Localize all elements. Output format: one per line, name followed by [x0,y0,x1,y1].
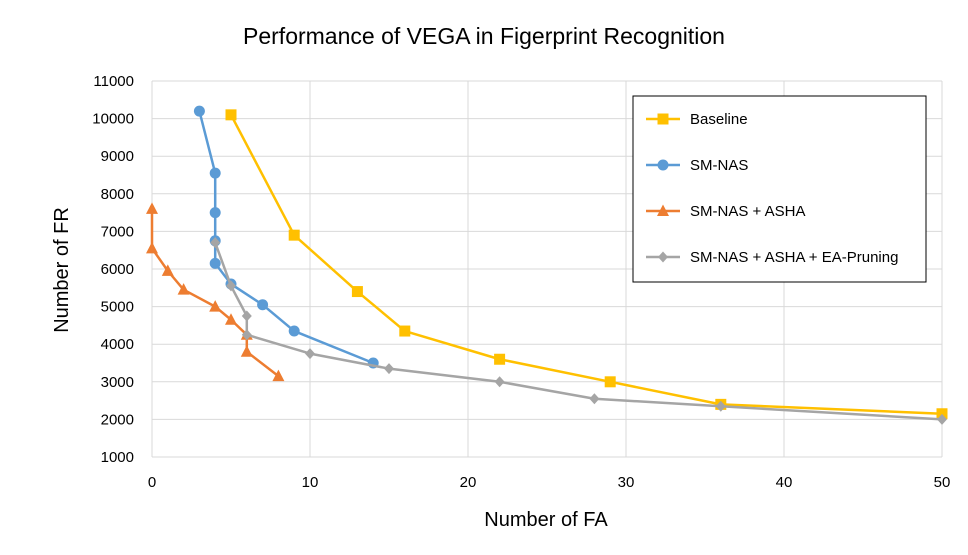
y-tick-label: 7000 [101,223,134,240]
data-point-sm-nas [209,167,221,179]
data-point-sm-nas-asha-ea-pruning [226,280,236,292]
data-point-baseline [288,229,300,241]
chart-title: Performance of VEGA in Figerprint Recogn… [243,23,725,49]
x-tick-label: 30 [618,474,635,491]
data-point-sm-nas [193,105,205,117]
y-tick-label: 10000 [92,111,134,128]
y-tick-label: 3000 [101,374,134,391]
legend-marker [657,204,669,216]
legend-marker [657,159,669,171]
legend-item: SM-NAS [646,157,748,174]
data-point-sm-nas-asha [177,283,190,295]
data-point-sm-nas-asha-ea-pruning [241,310,252,322]
data-point-baseline [936,408,948,420]
data-point-baseline [494,353,506,365]
data-point-sm-nas-asha-ea-pruning [715,400,726,412]
data-point-sm-nas-asha-ea-pruning [384,363,394,375]
data-point-baseline [399,325,411,337]
x-axis-title: Number of FA [484,509,608,531]
data-point-sm-nas [288,325,300,337]
data-point-sm-nas-asha [272,369,285,382]
data-point-sm-nas-asha [225,313,237,325]
series-baseline [225,109,948,420]
data-point-sm-nas-asha-ea-pruning [937,413,947,425]
series-line-sm-nas [198,110,374,365]
data-point-sm-nas-asha [161,264,174,276]
series-sm-nas [193,105,379,369]
data-point-sm-nas [209,207,221,219]
x-tick-label: 0 [148,474,156,491]
series-line-sm-nas-asha-ea-pruning [214,242,943,421]
data-point-sm-nas-asha [209,300,222,312]
x-tick-label: 40 [776,474,793,491]
y-tick-label: 2000 [101,411,134,428]
series-line-baseline [229,114,943,416]
y-tick-label: 1000 [101,449,134,466]
data-point-sm-nas-asha [240,345,253,357]
x-tick-label: 10 [302,474,319,491]
y-tick-label: 4000 [101,336,134,353]
legend-label: SM-NAS [690,157,748,174]
data-point-sm-nas-asha-ea-pruning [210,237,221,249]
series-sm-nas-asha-ea-pruning [210,237,947,425]
x-tick-label: 20 [460,474,477,491]
y-axis-title: Number of FR [51,207,73,333]
grid [151,80,943,458]
data-point-sm-nas-asha-ea-pruning [589,393,600,405]
legend-label: SM-NAS + ASHA + EA-Pruning [690,249,898,266]
data-point-sm-nas-asha-ea-pruning [305,348,315,360]
data-point-sm-nas [209,257,221,269]
y-tick-label: 11000 [93,73,134,90]
legend: Baseline SM-NAS SM-NAS + ASHA SM-NAS + ASHA… [632,95,927,283]
data-point-sm-nas-asha [146,202,158,214]
y-tick-label: 5000 [101,299,134,316]
y-tick-label: 9000 [101,148,134,165]
series-layer [146,105,948,425]
data-point-baseline [351,286,363,298]
data-point-baseline [225,109,237,121]
legend-item: SM-NAS + ASHA [646,203,805,220]
legend-marker [658,251,668,263]
data-point-sm-nas-asha-ea-pruning [241,329,252,341]
legend-label: Baseline [690,111,748,128]
legend-box [632,95,927,283]
legend-item: SM-NAS + ASHA + EA-Pruning [646,249,898,266]
legend-marker [657,113,669,125]
legend-item: Baseline [646,111,748,128]
data-point-sm-nas-asha [146,241,158,254]
legend-label: SM-NAS + ASHA [690,203,805,220]
data-point-sm-nas-asha-ea-pruning [494,376,505,388]
data-point-baseline [604,376,616,388]
data-point-sm-nas [257,299,269,311]
y-tick-label: 8000 [101,186,134,203]
x-tick-label: 50 [934,474,951,491]
axes: 1000 2000 3000 4000 5000 6000 7000 8000 9000 1000… [92,73,950,491]
y-tick-label: 6000 [101,261,134,278]
